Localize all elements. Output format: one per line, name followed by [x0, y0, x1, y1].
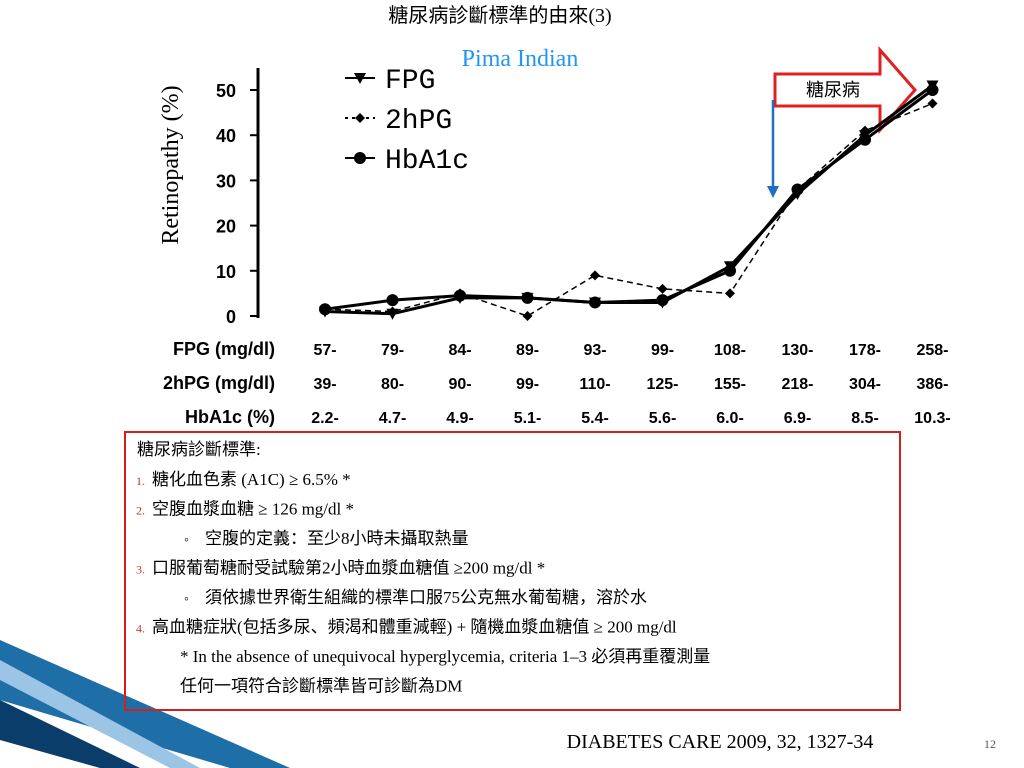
x-tick-label: 110- [579, 376, 610, 393]
data-point [521, 291, 534, 304]
criteria-box [124, 431, 901, 711]
criteria-text: 高血糖症狀(包括多尿、頻渴和體重減輕) + 隨機血漿血糖值 ≥ 200 mg/d… [152, 618, 677, 637]
y-tick-label: 40 [216, 126, 236, 146]
chart-title: 糖尿病診斷標準的由來(3) [388, 4, 611, 27]
legend-marker [354, 73, 366, 84]
criteria-text: 空腹的定義：至少8小時未攝取熱量 [205, 529, 469, 548]
y-tick-label: 20 [216, 217, 236, 237]
x-tick-label: 84- [448, 342, 471, 359]
legend-marker [354, 152, 366, 164]
data-point [656, 294, 669, 307]
data-point [927, 98, 938, 109]
category-row-name: FPG (mg/dl) [173, 339, 275, 359]
x-tick-label: 4.9- [446, 410, 474, 427]
x-tick-label: 80- [381, 376, 404, 393]
x-tick-label: 130- [781, 342, 813, 359]
criteria-bullet: ◦ [184, 533, 189, 548]
x-tick-label: 108- [714, 342, 746, 359]
criteria-number: 3. [136, 563, 145, 577]
y-axis-label: Retinopathy (%) [158, 85, 184, 244]
x-tick-label: 90- [448, 376, 471, 393]
series-line [324, 88, 934, 311]
data-point [386, 294, 399, 307]
legend-marker [355, 113, 365, 123]
criteria-text: 口服葡萄糖耐受試驗第2小時血漿血糖值 ≥200 mg/dl * [152, 559, 545, 578]
criteria-text: 須依據世界衛生組織的標準口服75公克無水葡萄糖，溶於水 [205, 588, 647, 607]
pointer-arrow-head [767, 186, 779, 198]
x-tick-label: 258- [916, 342, 948, 359]
x-tick-label: 5.6- [649, 410, 677, 427]
y-tick-label: 10 [216, 262, 236, 282]
data-point [725, 288, 735, 299]
x-tick-label: 39- [313, 376, 336, 393]
data-point [522, 311, 533, 321]
criteria-number: 4. [136, 622, 145, 636]
x-tick-label: 79- [381, 342, 404, 359]
data-point [724, 264, 736, 277]
x-tick-label: 2.2- [311, 410, 339, 427]
category-row-name: 2hPG (mg/dl) [163, 373, 275, 393]
y-tick-label: 30 [216, 171, 236, 191]
x-tick-label: 6.0- [716, 410, 744, 427]
page-number: 12 [984, 737, 996, 751]
criteria-text: 糖化血色素 (A1C) ≥ 6.5% * [152, 470, 351, 489]
data-point [860, 125, 870, 136]
x-tick-label: 178- [849, 342, 881, 359]
data-point [319, 303, 331, 316]
data-point [387, 306, 398, 317]
x-tick-label: 304- [849, 376, 881, 393]
criteria-lines: 1. 糖化血色素 (A1C) ≥ 6.5% * 2. 空腹血漿血糖 ≥ 126 mg/… [136, 470, 710, 696]
x-tick-label: 10.3- [914, 410, 950, 427]
x-tick-label: 8.5- [851, 410, 879, 427]
data-point [859, 133, 871, 146]
criteria-number: 1. [136, 474, 145, 488]
x-tick-label: 125- [646, 376, 678, 393]
category-row-name: HbA1c (%) [185, 407, 275, 427]
decoration [0, 660, 200, 768]
annotation: 糖尿病 [806, 80, 860, 100]
y-tick-label: 50 [216, 81, 236, 101]
criteria-note: 任何一項符合診斷標準皆可診斷為DM [180, 677, 462, 696]
legend-label: FPG [385, 66, 435, 97]
decoration [0, 640, 290, 768]
x-tick-label: 57- [313, 342, 336, 359]
x-tick-label: 5.1- [514, 410, 542, 427]
x-tick-label: 6.9- [784, 410, 812, 427]
series-line [324, 102, 933, 317]
chart-subtitle: Pima Indian [462, 46, 579, 72]
x-tick-label: 89- [516, 342, 539, 359]
data-point [926, 84, 939, 96]
data-point [791, 183, 804, 196]
x-tick-label: 93- [583, 342, 606, 359]
x-tick-label: 386- [916, 376, 948, 393]
criteria-text: 空腹血漿血糖 ≥ 126 mg/dl * [152, 500, 354, 519]
decoration [0, 700, 140, 768]
criteria-note: * In the absence of unequivocal hypergly… [180, 647, 710, 666]
criteria-bullet: ◦ [184, 592, 189, 607]
data-point [590, 270, 600, 281]
data-point [657, 283, 668, 294]
x-tick-label: 155- [714, 376, 746, 393]
x-tick-label: 218- [781, 376, 813, 393]
data-point [589, 296, 601, 309]
x-tick-label: 4.7- [379, 410, 407, 427]
y-tick-label: 0 [226, 307, 236, 327]
legend-label: HbA1c [385, 146, 469, 177]
criteria-heading: 糖尿病診斷標準: [137, 440, 261, 459]
legend-label: 2hPG [385, 106, 452, 137]
x-tick-label: 5.4- [581, 410, 609, 427]
citation: DIABETES CARE 2009, 32, 1327-34 [567, 731, 874, 753]
x-tick-label: 99- [516, 376, 539, 393]
x-tick-label: 99- [651, 342, 674, 359]
criteria-number: 2. [136, 504, 145, 518]
data-point [454, 289, 466, 302]
